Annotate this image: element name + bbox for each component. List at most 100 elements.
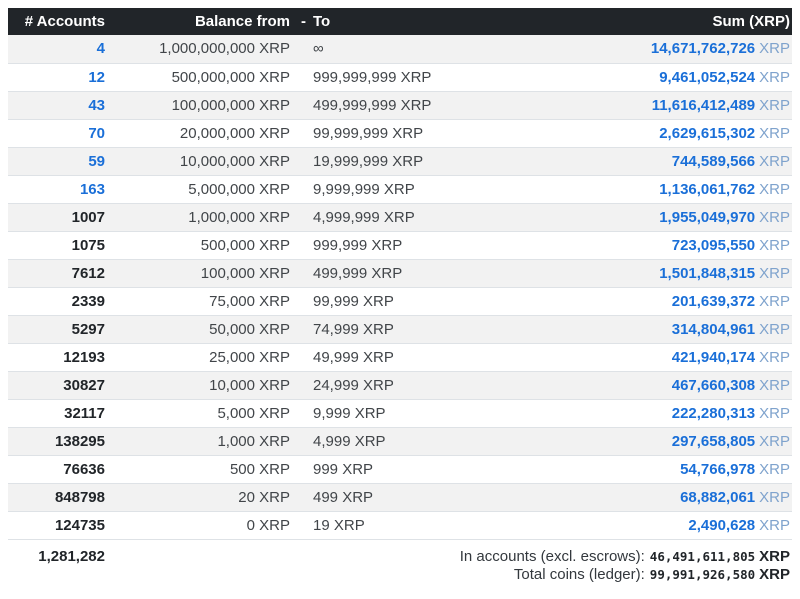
sum-cell: 201,639,372 XRP bbox=[497, 286, 792, 315]
sum-unit: XRP bbox=[759, 404, 790, 422]
sum-value: 14,671,762,726 bbox=[650, 40, 756, 58]
sum-cell: 68,882,061 XRP bbox=[497, 482, 792, 511]
sum-unit: XRP bbox=[759, 40, 790, 58]
in-accounts-value: 46,491,611,805 bbox=[649, 548, 756, 564]
sum-value: 1,501,848,315 bbox=[659, 264, 756, 282]
sum-cell: 421,940,174 XRP bbox=[497, 342, 792, 371]
accounts-count-link[interactable]: 163 bbox=[8, 174, 111, 203]
in-accounts-label: In accounts (excl. escrows): bbox=[459, 547, 645, 565]
sum-value: 222,280,313 bbox=[671, 404, 756, 422]
sum-value: 2,629,615,302 bbox=[659, 124, 756, 142]
sum-unit: XRP bbox=[759, 180, 790, 198]
table-row: 163 5,000,000 XRP 9,999,999 XRP 1,136,061,7… bbox=[8, 174, 792, 203]
accounts-count: 5297 bbox=[8, 314, 111, 343]
table-row: 59 10,000,000 XRP 19,999,999 XRP 744,589,56… bbox=[8, 146, 792, 175]
sum-cell: 2,490,628 XRP bbox=[497, 510, 792, 539]
balance-to-value: 99,999,999 XRP bbox=[297, 118, 497, 147]
balance-to-value: 19 XRP bbox=[297, 510, 497, 539]
balance-to-value: 99,999 XRP bbox=[297, 286, 497, 315]
balance-to-value: 9,999 XRP bbox=[297, 398, 497, 427]
sum-cell: 2,629,615,302 XRP bbox=[497, 118, 792, 147]
balance-to-value: 499,999 XRP bbox=[297, 258, 497, 287]
table-row: 32117 5,000 XRP 9,999 XRP 222,280,313 XRP bbox=[8, 398, 792, 427]
sum-unit: XRP bbox=[759, 208, 790, 226]
accounts-count: 12193 bbox=[8, 342, 111, 371]
range-dash: - bbox=[301, 13, 306, 30]
header-balance-to: - To bbox=[297, 8, 497, 35]
accounts-count: 124735 bbox=[8, 510, 111, 539]
sum-cell: 297,658,805 XRP bbox=[497, 426, 792, 455]
sum-value: 297,658,805 bbox=[671, 432, 756, 450]
table-row: 76636 500 XRP 999 XRP 54,766,978 XRP bbox=[8, 454, 792, 483]
accounts-count: 30827 bbox=[8, 370, 111, 399]
sum-cell: 744,589,566 XRP bbox=[497, 146, 792, 175]
sum-cell: 14,671,762,726 XRP bbox=[497, 35, 792, 63]
balance-from-value: 500 XRP bbox=[111, 454, 297, 483]
accounts-count: 76636 bbox=[8, 454, 111, 483]
sum-value: 54,766,978 bbox=[680, 460, 756, 478]
accounts-count: 2339 bbox=[8, 286, 111, 315]
sum-unit: XRP bbox=[759, 460, 790, 478]
sum-cell: 314,804,961 XRP bbox=[497, 314, 792, 343]
balance-from-value: 1,000 XRP bbox=[111, 426, 297, 455]
accounts-count: 1075 bbox=[8, 230, 111, 259]
balance-from-value: 1,000,000 XRP bbox=[111, 202, 297, 231]
balance-from-value: 100,000,000 XRP bbox=[111, 90, 297, 119]
sum-unit: XRP bbox=[759, 96, 790, 114]
accounts-count-link[interactable]: 4 bbox=[96, 40, 105, 58]
accounts-count-link[interactable]: 59 bbox=[8, 146, 111, 175]
balance-from-value: 10,000 XRP bbox=[111, 370, 297, 399]
table-row: 5297 50,000 XRP 74,999 XRP 314,804,961 XRP bbox=[8, 314, 792, 343]
sum-unit: XRP bbox=[759, 488, 790, 506]
table-row: 2339 75,000 XRP 99,999 XRP 201,639,372 XRP bbox=[8, 286, 792, 315]
header-sum: Sum (XRP) bbox=[497, 8, 792, 35]
balance-to-value: 24,999 XRP bbox=[297, 370, 497, 399]
balance-to-value: 499 XRP bbox=[297, 482, 497, 511]
balance-from-value: 50,000 XRP bbox=[111, 314, 297, 343]
accounts-count-link[interactable]: 43 bbox=[8, 90, 111, 119]
accounts-count-link[interactable]: 12 bbox=[8, 62, 111, 91]
table-row: 12193 25,000 XRP 49,999 XRP 421,940,174 XRP bbox=[8, 342, 792, 371]
balance-from-value: 500,000 XRP bbox=[111, 230, 297, 259]
balance-distribution-table: # Accounts Balance from - To Sum (XRP) 4 1… bbox=[8, 8, 792, 585]
sum-cell: 1,501,848,315 XRP bbox=[497, 258, 792, 287]
accounts-count: 138295 bbox=[8, 426, 111, 455]
totals-row: 1,281,282 In accounts (excl. escrows): 46… bbox=[8, 538, 792, 585]
sum-unit: XRP bbox=[759, 124, 790, 142]
balance-from-value: 1,000,000,000 XRP bbox=[159, 40, 290, 58]
sum-unit: XRP bbox=[759, 68, 790, 86]
table-footer: 1,281,282 In accounts (excl. escrows): 46… bbox=[8, 538, 792, 585]
total-coins-label: Total coins (ledger): bbox=[513, 565, 645, 583]
total-accounts-count: 1,281,282 bbox=[8, 538, 111, 585]
balance-from-value: 25,000 XRP bbox=[111, 342, 297, 371]
balance-to-value: 9,999,999 XRP bbox=[297, 174, 497, 203]
sum-value: 201,639,372 bbox=[671, 292, 756, 310]
total-coins-line: Total coins (ledger): 99,991,926,580 XRP bbox=[112, 566, 790, 584]
sum-value: 744,589,566 bbox=[671, 152, 756, 170]
total-coins-value: 99,991,926,580 bbox=[649, 566, 756, 582]
sum-value: 467,660,308 bbox=[671, 376, 756, 394]
table-row: 43 100,000,000 XRP 499,999,999 XRP 11,616,4… bbox=[8, 90, 792, 119]
sum-unit: XRP bbox=[759, 320, 790, 338]
table-row: 7612 100,000 XRP 499,999 XRP 1,501,848,315 X… bbox=[8, 258, 792, 287]
accounts-count: 848798 bbox=[8, 482, 111, 511]
table-row: 138295 1,000 XRP 4,999 XRP 297,658,805 XRP bbox=[8, 426, 792, 455]
table-header: # Accounts Balance from - To Sum (XRP) bbox=[8, 8, 792, 35]
table-row: 70 20,000,000 XRP 99,999,999 XRP 2,629,615,… bbox=[8, 118, 792, 147]
sum-unit: XRP bbox=[759, 348, 790, 366]
sum-cell: 1,136,061,762 XRP bbox=[497, 174, 792, 203]
sum-unit: XRP bbox=[759, 264, 790, 282]
balance-from-value: 10,000,000 XRP bbox=[111, 146, 297, 175]
sum-unit: XRP bbox=[759, 236, 790, 254]
balance-to-value: ∞ bbox=[313, 40, 324, 58]
balance-to-value: 999 XRP bbox=[297, 454, 497, 483]
balance-from-value: 75,000 XRP bbox=[111, 286, 297, 315]
balance-to-value: 74,999 XRP bbox=[297, 314, 497, 343]
balance-to-value: 499,999,999 XRP bbox=[297, 90, 497, 119]
sum-unit: XRP bbox=[759, 376, 790, 394]
balance-to-value: 999,999,999 XRP bbox=[297, 62, 497, 91]
table-body: 4 1,000,000,000 XRP ∞ 14,671,762,726 XRP 12 50… bbox=[8, 35, 792, 539]
accounts-count-link[interactable]: 70 bbox=[8, 118, 111, 147]
in-accounts-unit: XRP bbox=[759, 547, 790, 565]
header-accounts: # Accounts bbox=[8, 8, 111, 35]
